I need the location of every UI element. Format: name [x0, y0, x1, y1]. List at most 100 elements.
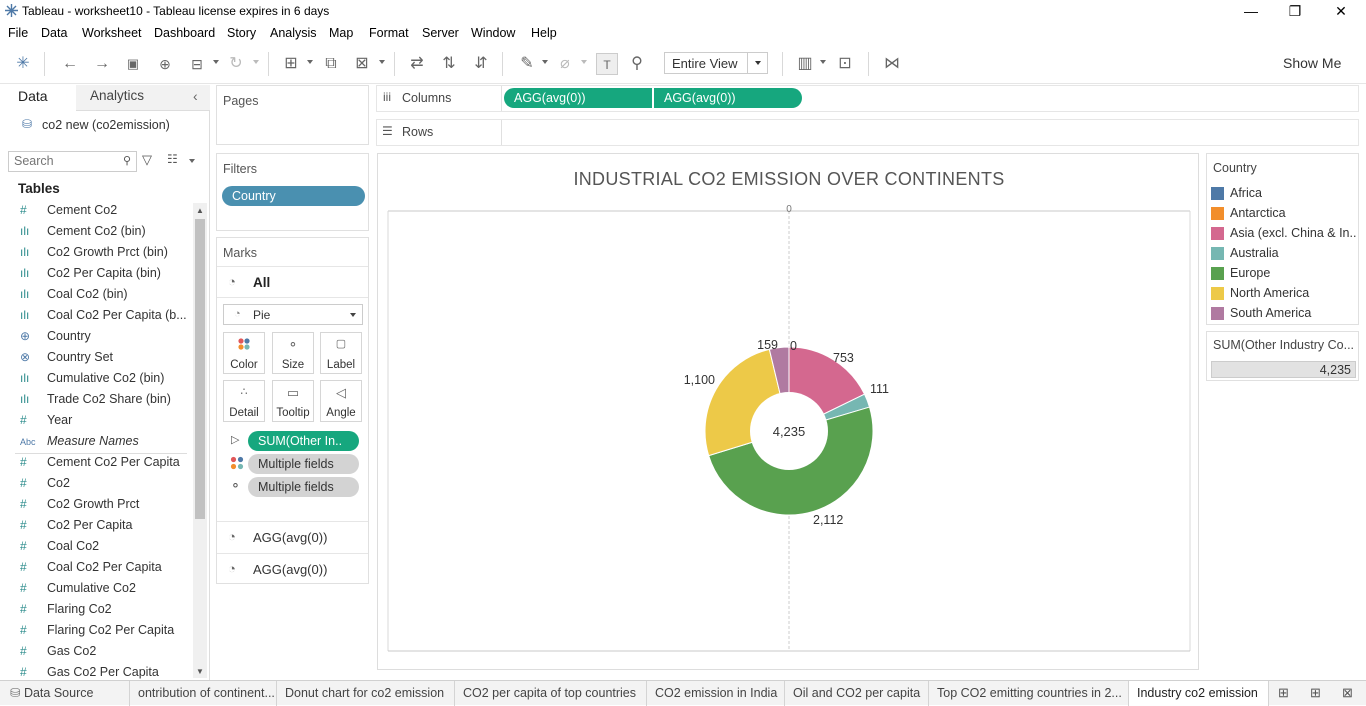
- sheet-tab[interactable]: Industry co2 emission: [1129, 681, 1269, 706]
- tab-analytics[interactable]: Analytics: [90, 88, 145, 103]
- menu-help[interactable]: Help: [531, 26, 557, 40]
- size-pill[interactable]: Multiple fields: [248, 477, 359, 497]
- size-legend[interactable]: SUM(Other Industry Co... 4,235: [1206, 331, 1359, 381]
- cards-icon[interactable]: ▥: [797, 55, 813, 72]
- legend-item[interactable]: Asia (excl. China & In..: [1211, 226, 1356, 244]
- menu-dashboard[interactable]: Dashboard: [154, 26, 216, 40]
- menu-story[interactable]: Story: [227, 26, 257, 40]
- tooltip-button[interactable]: ▭ Tooltip: [272, 380, 314, 422]
- redo-icon[interactable]: →: [94, 55, 110, 72]
- label-button[interactable]: ▢ Label: [320, 332, 362, 374]
- new-worksheet-tab-icon[interactable]: ⊞: [1278, 685, 1289, 700]
- view-options-icon[interactable]: ☷: [167, 152, 178, 166]
- sheet-tab[interactable]: Donut chart for co2 emission: [277, 681, 455, 706]
- menu-format[interactable]: Format: [369, 26, 409, 40]
- menu-file[interactable]: File: [8, 26, 29, 40]
- filter-pill-country[interactable]: Country: [222, 186, 365, 206]
- field-item[interactable]: # Flaring Co2: [20, 602, 190, 622]
- legend-item[interactable]: Europe: [1211, 266, 1356, 284]
- legend-item[interactable]: Antarctica: [1211, 206, 1356, 224]
- sort-descending-icon[interactable]: ⇵: [474, 55, 488, 72]
- new-datasource-icon[interactable]: ⊕: [159, 56, 171, 72]
- menu-map[interactable]: Map: [329, 26, 354, 40]
- field-item[interactable]: # Coal Co2: [20, 539, 190, 559]
- field-item[interactable]: ılı Trade Co2 Share (bin): [20, 392, 190, 412]
- sheet-tab[interactable]: CO2 per capita of top countries: [455, 681, 647, 706]
- close-button[interactable]: ✕: [1335, 3, 1347, 19]
- field-item[interactable]: # Cumulative Co2: [20, 581, 190, 601]
- legend-item[interactable]: Africa: [1211, 186, 1356, 204]
- save-icon[interactable]: ▣: [126, 56, 140, 71]
- sheet-tab[interactable]: ontribution of continent...: [130, 681, 277, 706]
- show-me-button[interactable]: Show Me: [1283, 55, 1342, 71]
- presentation-mode-icon[interactable]: ⊡: [838, 55, 852, 72]
- filters-shelf[interactable]: Filters Country: [216, 153, 369, 231]
- duplicate-sheet-icon[interactable]: ⧉: [325, 55, 337, 72]
- show-mark-labels-icon[interactable]: T: [596, 53, 618, 75]
- worksheet-view[interactable]: INDUSTRIAL CO2 EMISSION OVER CONTINENTS …: [377, 153, 1199, 670]
- refresh-icon[interactable]: ↻: [229, 55, 243, 72]
- legend-item[interactable]: Australia: [1211, 246, 1356, 264]
- color-button[interactable]: Color: [223, 332, 265, 374]
- field-item[interactable]: # Cement Co2: [20, 203, 190, 223]
- detail-button[interactable]: ∴ Detail: [223, 380, 265, 422]
- field-item[interactable]: # Gas Co2 Per Capita: [20, 665, 190, 685]
- angle-pill[interactable]: SUM(Other In..: [248, 431, 359, 451]
- legend-item[interactable]: North America: [1211, 286, 1356, 304]
- legend-item[interactable]: South America: [1211, 306, 1356, 324]
- rows-shelf[interactable]: ☰ Rows: [376, 119, 1359, 146]
- field-item[interactable]: # Co2 Growth Prct: [20, 497, 190, 517]
- field-item[interactable]: ılı Cumulative Co2 (bin): [20, 371, 190, 391]
- fix-axes-icon[interactable]: ⚲: [631, 55, 643, 72]
- group-members-icon[interactable]: ⌀: [560, 55, 570, 72]
- restore-button[interactable]: ❐: [1288, 3, 1302, 19]
- column-pill-1[interactable]: AGG(avg(0)): [504, 88, 652, 108]
- field-item[interactable]: # Co2: [20, 476, 190, 496]
- clear-sheet-icon[interactable]: ⊠: [355, 55, 369, 72]
- minimize-button[interactable]: —: [1244, 3, 1258, 19]
- filter-icon[interactable]: ▽: [142, 152, 152, 167]
- sheet-tab[interactable]: Top CO2 emitting countries in 2...: [929, 681, 1129, 706]
- search-field[interactable]: ⚲: [8, 151, 137, 172]
- menu-window[interactable]: Window: [471, 26, 516, 40]
- field-item[interactable]: ⊗ Country Set: [20, 350, 190, 370]
- new-story-tab-icon[interactable]: ⊠: [1342, 685, 1353, 700]
- field-list-scrollbar[interactable]: ▲ ▼: [193, 203, 207, 678]
- field-item[interactable]: # Coal Co2 Per Capita: [20, 560, 190, 580]
- tab-data[interactable]: Data: [18, 88, 48, 104]
- sort-ascending-icon[interactable]: ⇅: [442, 55, 456, 72]
- new-worksheet-icon[interactable]: ⊞: [284, 55, 298, 72]
- color-legend[interactable]: Country Africa Antarctica Asia (excl. Chin…: [1206, 153, 1359, 325]
- sheet-tab[interactable]: ⛁ Data Source: [0, 681, 130, 706]
- angle-button[interactable]: ◁ Angle: [320, 380, 362, 422]
- field-item[interactable]: ılı Co2 Growth Prct (bin): [20, 245, 190, 265]
- field-item[interactable]: ılı Coal Co2 (bin): [20, 287, 190, 307]
- field-item[interactable]: # Gas Co2: [20, 644, 190, 664]
- new-dashboard-tab-icon[interactable]: ⊞: [1310, 685, 1321, 700]
- field-item[interactable]: Abc Measure Names: [20, 434, 190, 454]
- donut-chart[interactable]: 0 4,235 0 753 111 2,112 1,100 159: [378, 154, 1200, 671]
- field-item[interactable]: # Cement Co2 Per Capita: [20, 455, 190, 475]
- sheet-tab[interactable]: Oil and CO2 per capita: [785, 681, 929, 706]
- field-item[interactable]: ılı Cement Co2 (bin): [20, 224, 190, 244]
- marks-agg-row-2[interactable]: ◔ AGG(avg(0)): [217, 553, 368, 584]
- share-icon[interactable]: ⋈: [884, 55, 900, 72]
- sheet-tab[interactable]: CO2 emission in India: [647, 681, 785, 706]
- collapse-pane-icon[interactable]: ‹: [193, 88, 198, 104]
- marks-agg-row-1[interactable]: ◔ AGG(avg(0)): [217, 521, 368, 553]
- size-button[interactable]: ⚬ Size: [272, 332, 314, 374]
- search-input[interactable]: [14, 152, 114, 170]
- mark-type-dropdown[interactable]: ◔ Pie: [223, 304, 363, 325]
- field-item[interactable]: ılı Co2 Per Capita (bin): [20, 266, 190, 286]
- color-pill[interactable]: Multiple fields: [248, 454, 359, 474]
- menu-worksheet[interactable]: Worksheet: [82, 26, 142, 40]
- menu-data[interactable]: Data: [41, 26, 68, 40]
- swap-rows-columns-icon[interactable]: ⇄: [410, 55, 424, 72]
- columns-shelf[interactable]: iii Columns AGG(avg(0)) AGG(avg(0)): [376, 85, 1359, 112]
- field-item[interactable]: # Co2 Per Capita: [20, 518, 190, 538]
- column-pill-2[interactable]: AGG(avg(0)): [654, 88, 802, 108]
- datasource-name[interactable]: co2 new (co2emission): [42, 118, 170, 132]
- field-item[interactable]: ⊕ Country: [20, 329, 190, 349]
- marks-all-row[interactable]: ◔ All: [217, 266, 368, 298]
- menu-analysis[interactable]: Analysis: [270, 26, 317, 40]
